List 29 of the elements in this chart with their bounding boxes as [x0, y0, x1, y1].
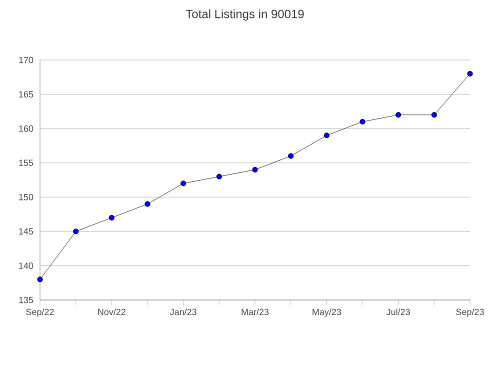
y-tick-label: 160 [19, 125, 34, 132]
y-tick-label: 155 [19, 160, 34, 166]
x-tick-label: Sep/22 [26, 308, 54, 317]
point [108, 214, 114, 221]
y-tick-label: 140 [19, 262, 34, 269]
point [396, 112, 402, 118]
point [180, 180, 186, 186]
y-tick-label: 145 [19, 228, 34, 235]
x-tick-label: Nov/22 [98, 308, 126, 316]
point [288, 153, 294, 159]
point [252, 166, 258, 173]
point [467, 70, 473, 77]
chart-title: Total Listings in 90019 [186, 9, 304, 21]
point [216, 174, 222, 180]
point [324, 132, 330, 138]
point [431, 112, 437, 118]
x-tick-label: Mar/23 [242, 308, 269, 316]
point [73, 228, 79, 234]
point [37, 276, 43, 282]
y-tick-label: 170 [19, 56, 34, 64]
x-tick-label: May/23 [312, 308, 342, 317]
x-tick-label: Jan/23 [170, 308, 196, 316]
y-tick-label: 150 [19, 194, 34, 200]
x-tick-label: Sep/23 [456, 308, 484, 317]
y-tick-label: 135 [19, 296, 34, 304]
point [144, 201, 150, 207]
y-tick-label: 165 [19, 91, 34, 98]
point [360, 118, 366, 125]
x-tick-label: Jul/23 [386, 308, 410, 316]
